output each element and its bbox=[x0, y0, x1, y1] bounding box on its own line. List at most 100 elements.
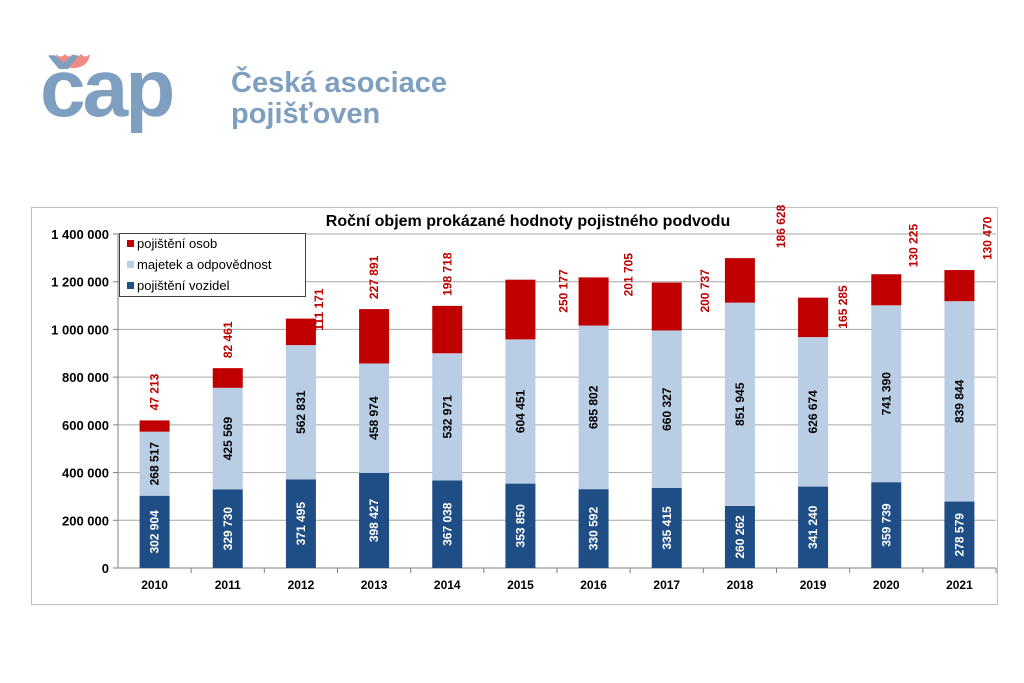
bar-segment bbox=[944, 270, 975, 302]
logo-text: Česká asociace pojišťoven bbox=[231, 68, 447, 130]
data-label: 278 579 bbox=[952, 513, 966, 557]
x-tick-label: 2016 bbox=[580, 578, 607, 592]
data-label: 425 569 bbox=[221, 417, 235, 461]
bar-segment bbox=[871, 305, 902, 483]
bar-segment bbox=[432, 353, 463, 481]
bar-segment bbox=[432, 305, 463, 354]
bar-segment bbox=[359, 472, 390, 568]
data-label: 47 213 bbox=[148, 373, 162, 410]
bar-segment bbox=[285, 345, 316, 480]
bar-segment bbox=[212, 489, 243, 568]
x-tick-label: 2019 bbox=[800, 578, 827, 592]
bar-segment bbox=[798, 337, 829, 487]
x-tick-label: 2021 bbox=[946, 578, 973, 592]
y-tick-label: 1 000 000 bbox=[51, 322, 109, 337]
data-label: 359 739 bbox=[879, 503, 893, 547]
y-tick-label: 600 000 bbox=[62, 418, 109, 433]
data-label: 186 628 bbox=[774, 204, 788, 248]
bar-segment bbox=[651, 282, 682, 331]
bar-segment bbox=[871, 274, 902, 306]
data-label: 111 171 bbox=[312, 288, 326, 330]
data-label: 367 038 bbox=[440, 502, 454, 546]
data-label: 398 427 bbox=[367, 498, 381, 542]
bar-segment bbox=[871, 482, 902, 568]
data-label: 260 262 bbox=[733, 515, 747, 559]
bar-segment bbox=[724, 302, 755, 506]
data-label: 604 451 bbox=[513, 389, 527, 433]
logo-mark: čap bbox=[40, 43, 175, 134]
logo-crown-icon bbox=[56, 54, 90, 68]
legend-swatch bbox=[127, 261, 134, 268]
data-label: 353 850 bbox=[513, 504, 527, 548]
data-label: 335 415 bbox=[660, 506, 674, 550]
bar-segment bbox=[944, 301, 975, 502]
data-label: 458 974 bbox=[367, 396, 381, 440]
y-tick-label: 400 000 bbox=[62, 466, 109, 481]
data-label: 130 470 bbox=[980, 216, 994, 260]
x-tick-label: 2011 bbox=[215, 578, 241, 592]
data-label: 562 831 bbox=[294, 390, 308, 434]
data-label: 839 844 bbox=[952, 379, 966, 423]
data-label: 268 517 bbox=[148, 442, 162, 486]
bar-segment bbox=[212, 387, 243, 490]
bar-segment bbox=[798, 486, 829, 568]
data-label: 200 737 bbox=[698, 269, 712, 313]
x-tick-label: 2010 bbox=[141, 578, 168, 592]
logo-line-2: pojišťoven bbox=[231, 98, 381, 130]
bar-segment bbox=[212, 368, 243, 388]
data-label: 201 705 bbox=[622, 253, 636, 297]
bar-segment bbox=[505, 279, 536, 340]
bar-segment bbox=[578, 277, 609, 326]
bar-segment bbox=[359, 363, 390, 473]
data-label: 227 891 bbox=[367, 255, 381, 299]
x-tick-label: 2013 bbox=[361, 578, 388, 592]
x-tick-label: 2014 bbox=[434, 578, 461, 592]
bar-segment bbox=[724, 258, 755, 303]
x-tick-label: 2018 bbox=[727, 578, 754, 592]
bar-segment bbox=[139, 431, 170, 496]
data-label: 198 718 bbox=[440, 252, 454, 296]
y-tick-label: 0 bbox=[102, 561, 109, 576]
bar-segment bbox=[724, 505, 755, 568]
data-label: 660 327 bbox=[660, 387, 674, 431]
bar-segment bbox=[578, 325, 609, 490]
data-label: 851 945 bbox=[733, 382, 747, 426]
bar-segment bbox=[651, 330, 682, 488]
legend-swatch bbox=[127, 282, 134, 289]
bar-segment bbox=[505, 483, 536, 568]
bar-segment bbox=[432, 480, 463, 568]
x-tick-label: 2015 bbox=[507, 578, 534, 592]
bar-segment bbox=[578, 489, 609, 568]
bar-segment bbox=[798, 297, 829, 338]
data-label: 250 177 bbox=[556, 269, 570, 313]
legend-swatch bbox=[127, 240, 134, 247]
y-tick-label: 800 000 bbox=[62, 370, 109, 385]
legend-label: pojištění osob bbox=[137, 236, 217, 251]
bar-segment bbox=[139, 420, 170, 432]
x-tick-label: 2017 bbox=[653, 578, 680, 592]
legend: pojištění osob majetek a odpovědnost pojiš… bbox=[119, 233, 306, 297]
logo-line-1: Česká asociace bbox=[231, 67, 448, 99]
bar-segment bbox=[505, 339, 536, 484]
data-label: 371 495 bbox=[294, 502, 308, 546]
bar-segment bbox=[944, 501, 975, 568]
data-label: 685 802 bbox=[587, 385, 601, 429]
data-label: 82 461 bbox=[221, 321, 235, 358]
data-label: 130 225 bbox=[906, 224, 920, 268]
data-label: 329 730 bbox=[221, 507, 235, 551]
legend-label: pojištění vozidel bbox=[137, 278, 230, 293]
y-tick-label: 200 000 bbox=[62, 513, 109, 528]
data-label: 532 971 bbox=[440, 395, 454, 439]
x-tick-label: 2012 bbox=[288, 578, 315, 592]
data-label: 626 674 bbox=[806, 390, 820, 434]
data-label: 741 390 bbox=[879, 372, 893, 416]
chart-title: Roční objem prokázané hodnoty pojistného… bbox=[326, 213, 730, 230]
legend-label: majetek a odpovědnost bbox=[137, 257, 272, 272]
data-label: 165 285 bbox=[836, 285, 850, 329]
data-label: 330 592 bbox=[587, 507, 601, 551]
y-tick-label: 1 200 000 bbox=[51, 275, 109, 290]
bar-segment bbox=[139, 495, 170, 568]
data-label: 302 904 bbox=[148, 510, 162, 554]
y-tick-label: 1 400 000 bbox=[51, 227, 109, 242]
